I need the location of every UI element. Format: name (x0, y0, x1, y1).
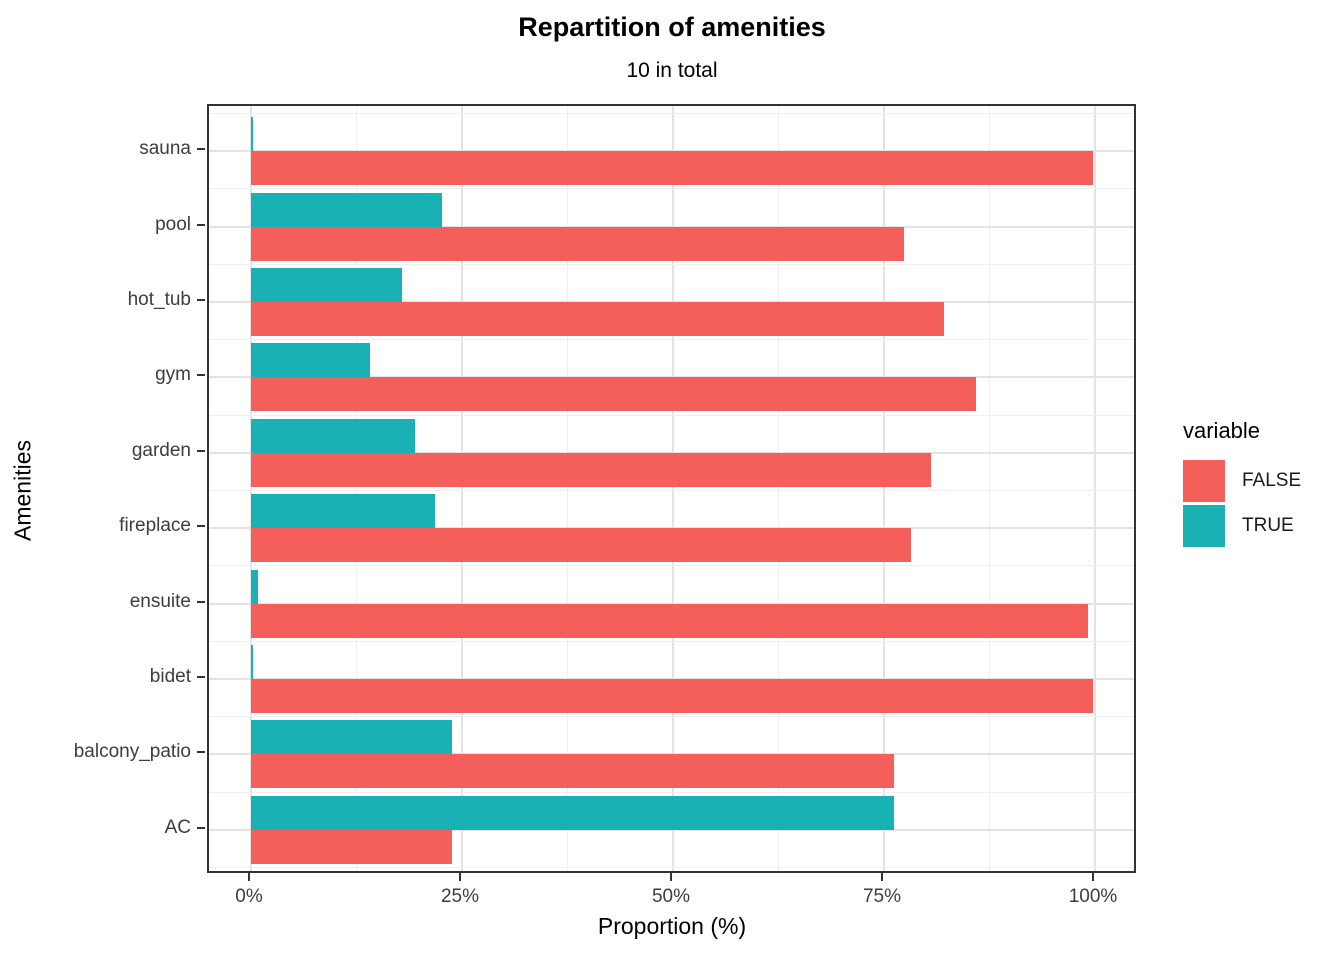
y-minor-gridline (209, 263, 1134, 265)
y-tick-mark (197, 525, 205, 528)
legend-label-false: FALSE (1242, 470, 1302, 491)
x-minor-gridline (567, 106, 568, 871)
bar-false-sauna (251, 151, 1094, 186)
x-tick-label: 100% (1068, 886, 1118, 907)
y-tick-label: AC (164, 816, 191, 838)
y-axis-title: Amenities (9, 440, 36, 541)
x-axis-title: Proportion (%) (597, 913, 747, 939)
bar-true-pool (251, 192, 442, 227)
x-tick-mark (881, 873, 883, 881)
legend-swatch-false (1183, 460, 1225, 502)
bar-false-ensuite (251, 603, 1089, 638)
x-minor-gridline (356, 106, 357, 871)
y-tick-mark (197, 751, 205, 754)
bar-true-balcony_patio (251, 720, 452, 755)
x-tick-label: 0% (235, 886, 263, 907)
bar-true-hot_tub (251, 268, 403, 303)
bar-true-gym (251, 343, 370, 378)
y-tick-label: bidet (149, 665, 191, 687)
x-major-gridline (1094, 106, 1096, 871)
y-minor-gridline (209, 490, 1134, 491)
y-tick-label: balcony_patio (73, 741, 191, 763)
bar-false-AC (251, 829, 452, 864)
y-tick-label: sauna (139, 138, 191, 160)
legend-title: variable (1183, 418, 1261, 443)
bar-true-fireplace (251, 494, 435, 529)
y-tick-label: gym (155, 364, 191, 386)
y-tick-mark (197, 449, 205, 452)
y-tick-mark (197, 675, 205, 678)
bar-true-AC (251, 795, 895, 830)
y-minor-gridline (209, 866, 1134, 868)
plot-panel (207, 104, 1136, 873)
bar-false-hot_tub (251, 302, 944, 337)
y-tick-label: fireplace (119, 515, 191, 537)
y-tick-mark (197, 600, 205, 603)
bar-false-balcony_patio (251, 754, 895, 789)
x-tick-label: 50% (651, 886, 691, 907)
bar-true-bidet (251, 644, 253, 679)
y-minor-gridline (209, 716, 1134, 718)
chart-subtitle: 10 in total (626, 59, 718, 82)
bar-true-garden (251, 418, 415, 453)
y-tick-mark (197, 826, 205, 829)
y-minor-gridline (209, 188, 1134, 190)
x-major-gridline (883, 106, 885, 871)
legend-entry-true: TRUE (1183, 505, 1344, 547)
x-minor-gridline (989, 106, 990, 871)
y-tick-label: hot_tub (127, 289, 191, 311)
y-minor-gridline (209, 791, 1134, 793)
y-tick-label: pool (155, 213, 191, 235)
x-tick-mark (459, 873, 461, 881)
bar-false-bidet (251, 678, 1094, 713)
y-tick-mark (197, 223, 205, 226)
y-tick-label: garden (131, 439, 191, 461)
x-major-gridline (250, 106, 252, 871)
y-minor-gridline (209, 113, 1134, 115)
y-minor-gridline (209, 640, 1134, 642)
x-minor-gridline (778, 106, 779, 871)
chart-title: Repartition of amenities (518, 12, 826, 42)
x-major-gridline (672, 106, 674, 871)
y-tick-mark (197, 299, 205, 302)
bar-false-gym (251, 377, 976, 412)
bar-false-pool (251, 226, 905, 261)
x-tick-label: 25% (440, 886, 480, 907)
y-tick-label: ensuite (129, 590, 191, 612)
x-tick-label: 75% (862, 886, 902, 907)
y-minor-gridline (209, 414, 1134, 416)
x-tick-mark (670, 873, 672, 881)
bar-true-ensuite (251, 569, 258, 604)
y-major-gridline (209, 828, 1134, 831)
x-major-gridline (461, 106, 463, 871)
x-tick-mark (248, 873, 250, 881)
legend-label-true: TRUE (1242, 515, 1294, 536)
bar-false-fireplace (251, 528, 911, 563)
y-tick-mark (197, 148, 205, 151)
y-minor-gridline (209, 339, 1134, 341)
legend-swatch-true (1183, 505, 1225, 547)
bar-true-sauna (251, 117, 253, 152)
bar-false-garden (251, 452, 932, 487)
x-tick-mark (1092, 873, 1094, 881)
legend: variable FALSE TRUE (1170, 418, 1344, 550)
y-tick-mark (197, 374, 205, 377)
legend-entry-false: FALSE (1183, 460, 1344, 502)
y-minor-gridline (209, 565, 1134, 567)
